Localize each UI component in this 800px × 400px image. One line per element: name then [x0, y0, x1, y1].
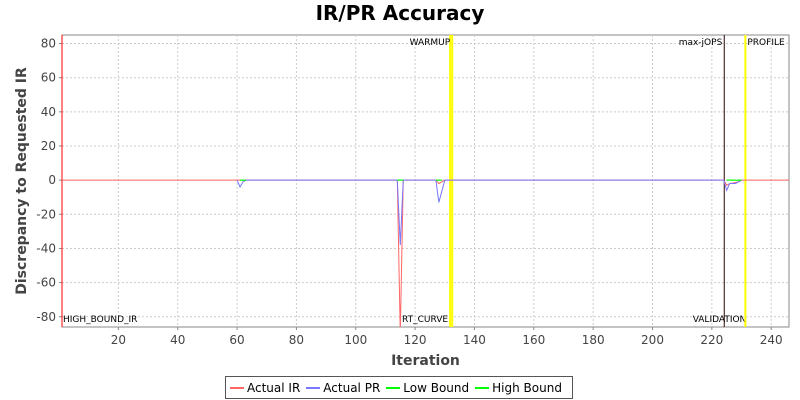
legend-label: Actual IR: [247, 380, 301, 395]
legend-item: Low Bound: [386, 381, 469, 395]
legend-swatch: [386, 386, 401, 389]
marker-label: VALIDATION: [693, 315, 747, 325]
x-tick-label: 240: [760, 333, 783, 347]
y-tick-label: 60: [41, 71, 56, 85]
x-tick-label: 220: [700, 333, 723, 347]
x-tick-label: 140: [463, 333, 486, 347]
legend-swatch: [306, 386, 321, 389]
legend-label: Actual PR: [323, 380, 381, 395]
marker-label: HIGH_BOUND_IR: [63, 315, 137, 325]
y-tick-label: -20: [36, 207, 56, 221]
x-tick-label: 200: [641, 333, 664, 347]
marker-label: WARMUP: [410, 38, 451, 48]
x-tick-label: 80: [289, 333, 304, 347]
y-tick-label: 0: [48, 173, 56, 187]
x-tick-label: 120: [404, 333, 427, 347]
marker-label: RT_CURVE: [402, 315, 448, 325]
legend-label: High Bound: [492, 380, 562, 395]
x-tick-label: 40: [170, 333, 185, 347]
x-axis-label: Iteration: [391, 353, 460, 369]
legend-swatch: [230, 386, 244, 389]
legend-swatch: [475, 386, 490, 389]
y-tick-label: 20: [41, 139, 56, 153]
y-tick-label: -40: [36, 241, 56, 255]
legend-item: Actual PR: [306, 381, 380, 395]
y-axis-label: Discrepancy to Requested IR: [14, 67, 30, 295]
y-tick-label: 40: [41, 105, 56, 119]
legend-item: Actual IR: [230, 381, 300, 395]
series-line-actual-pr: [236, 179, 742, 246]
y-tick-label: -60: [36, 276, 56, 290]
x-tick-label: 60: [229, 333, 244, 347]
x-tick-label: 160: [522, 333, 545, 347]
marker-label: max-jOPS: [679, 38, 723, 48]
y-tick-label: -80: [36, 310, 56, 324]
x-tick-label: 180: [582, 333, 605, 347]
plot-area: [61, 34, 790, 328]
y-tick-label: 80: [41, 37, 56, 51]
marker-label: PROFILE: [747, 38, 785, 48]
x-tick-label: 100: [344, 333, 367, 347]
chart-title: IR/PR Accuracy: [315, 1, 485, 25]
legend-label: Low Bound: [403, 380, 470, 395]
legend: Actual IR Actual PR Low Bound High Bound: [225, 376, 573, 399]
x-tick-label: 20: [111, 333, 126, 347]
legend-item: High Bound: [475, 381, 562, 395]
